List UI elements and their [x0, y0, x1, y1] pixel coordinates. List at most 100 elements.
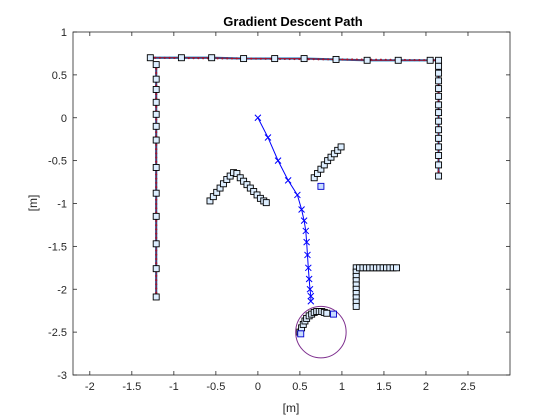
descent-path-point: [306, 285, 314, 293]
top-wall-dot: [278, 57, 282, 60]
top-wall-dot: [216, 57, 219, 60]
left-wall-dot: [155, 71, 158, 75]
blue-marker: [330, 310, 337, 318]
left-wall-dot: [155, 67, 158, 70]
right-wall-marker: [435, 109, 443, 117]
top-wall-dot: [158, 56, 162, 59]
left-wall-marker: [152, 212, 160, 220]
left-wall-dot: [155, 156, 158, 159]
y-tick-label: -2: [57, 284, 67, 296]
left-wall-dot: [155, 207, 158, 210]
right-wall-marker: [435, 62, 443, 70]
top-wall-dot: [283, 57, 286, 61]
right-wall-marker: [435, 126, 443, 134]
left-wall-dot: [155, 224, 158, 227]
top-wall-dot: [259, 57, 262, 60]
y-tick-label: -2.5: [48, 327, 67, 339]
y-tick-label: 0.5: [52, 70, 67, 82]
descent-path-point: [294, 191, 301, 199]
left-wall-dot: [155, 181, 158, 184]
x-tick-label: -1.5: [122, 381, 141, 393]
right-wall-dot: [437, 170, 440, 173]
left-wall-dot: [155, 147, 158, 151]
left-wall-dot: [155, 198, 158, 201]
left-wall-dot: [155, 236, 158, 239]
descent-path-point: [303, 238, 310, 246]
x-tick-label: -1: [169, 381, 179, 393]
top-wall-dot: [250, 57, 253, 60]
top-wall-dot: [192, 57, 195, 60]
right-wall-marker: [435, 101, 443, 109]
top-wall-dot: [418, 59, 421, 62]
y-tick-label: -1: [57, 199, 67, 211]
left-wall-marker: [152, 61, 160, 69]
left-wall-dot: [155, 278, 158, 282]
plot-area: [72, 31, 511, 376]
top-wall-dot: [173, 56, 176, 60]
top-wall-dot: [187, 56, 190, 60]
left-wall-dot: [155, 283, 158, 286]
x-tick-label: 1.5: [376, 381, 391, 393]
top-wall-dot: [168, 56, 171, 59]
x-axis-label: [m]: [283, 401, 300, 415]
left-wall-dot: [155, 232, 158, 235]
descent-path-point: [304, 264, 312, 272]
left-wall-marker: [152, 293, 160, 301]
top-wall-marker: [240, 55, 248, 63]
top-wall-dot: [379, 58, 383, 61]
x-tick-label: 1: [339, 381, 345, 393]
blue-marker: [297, 330, 305, 338]
top-wall-marker: [177, 54, 185, 62]
x-tick-label: -2: [85, 381, 95, 393]
top-wall-dot: [221, 57, 224, 60]
right-wall-marker: [435, 172, 443, 180]
top-wall-dot: [230, 57, 234, 60]
descent-path-point: [254, 114, 262, 122]
left-wall-dot: [155, 160, 158, 163]
left-wall-dot: [155, 274, 158, 277]
top-wall-marker: [394, 56, 402, 64]
descent-path-point: [300, 217, 308, 225]
blue-marker: [317, 182, 325, 190]
y-tick-label: -1.5: [48, 241, 67, 253]
top-wall-dot: [264, 57, 267, 60]
chevron-obstacle-marker: [262, 199, 270, 207]
top-wall-marker: [300, 55, 308, 63]
left-wall-dot: [155, 253, 158, 256]
top-wall-dot: [408, 58, 411, 62]
top-wall-marker: [208, 54, 216, 62]
top-wall-marker: [332, 55, 340, 63]
top-wall-marker: [271, 55, 279, 63]
left-wall-dot: [155, 202, 158, 206]
left-wall-marker: [152, 164, 160, 171]
top-wall-dot: [317, 58, 320, 61]
x-tick-label: 0.5: [292, 381, 307, 393]
top-wall-dot: [312, 58, 315, 61]
top-wall-dot: [269, 57, 272, 60]
top-wall-dot: [341, 58, 344, 61]
y-tick-label: -3: [57, 370, 67, 382]
left-wall-dot: [155, 262, 158, 265]
top-wall-dot: [403, 58, 407, 62]
right-wall-marker: [435, 117, 443, 125]
descent-path-point: [307, 292, 315, 300]
top-wall-marker: [363, 56, 371, 64]
descent-path-point: [264, 134, 272, 141]
descent-path-point: [284, 176, 292, 184]
right-wall-marker: [435, 134, 443, 142]
y-tick-label: -0.5: [48, 156, 67, 168]
top-wall-dot: [197, 57, 200, 60]
top-wall-dot: [298, 57, 301, 61]
y-axis-label: [m]: [26, 195, 40, 212]
top-wall-dot: [288, 57, 291, 61]
top-wall-dot: [423, 59, 426, 62]
left-wall-dot: [155, 93, 158, 96]
right-wall-marker: [435, 152, 443, 159]
right-wall-marker: [435, 77, 443, 85]
left-wall-marker: [152, 86, 160, 93]
left-wall-dot: [155, 118, 158, 121]
left-wall-dot: [155, 152, 158, 155]
left-wall-dot: [155, 131, 158, 134]
y-tick-label: 1: [61, 27, 67, 39]
